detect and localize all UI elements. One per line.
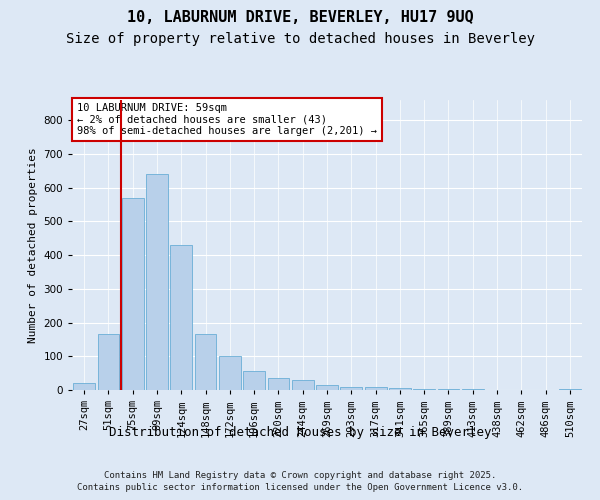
Text: Contains HM Land Registry data © Crown copyright and database right 2025.: Contains HM Land Registry data © Crown c… bbox=[104, 471, 496, 480]
Bar bbox=[219, 356, 241, 390]
Text: Distribution of detached houses by size in Beverley: Distribution of detached houses by size … bbox=[109, 426, 491, 439]
Bar bbox=[340, 386, 362, 390]
Bar bbox=[413, 388, 435, 390]
Bar bbox=[73, 384, 95, 390]
Bar bbox=[243, 372, 265, 390]
Text: 10 LABURNUM DRIVE: 59sqm
← 2% of detached houses are smaller (43)
98% of semi-de: 10 LABURNUM DRIVE: 59sqm ← 2% of detache… bbox=[77, 103, 377, 136]
Bar bbox=[146, 174, 168, 390]
Bar bbox=[437, 389, 460, 390]
Text: Size of property relative to detached houses in Beverley: Size of property relative to detached ho… bbox=[65, 32, 535, 46]
Y-axis label: Number of detached properties: Number of detached properties bbox=[28, 147, 38, 343]
Bar bbox=[122, 198, 143, 390]
Bar bbox=[292, 380, 314, 390]
Bar bbox=[170, 245, 192, 390]
Text: Contains public sector information licensed under the Open Government Licence v3: Contains public sector information licen… bbox=[77, 484, 523, 492]
Bar bbox=[268, 378, 289, 390]
Bar bbox=[194, 334, 217, 390]
Bar bbox=[97, 334, 119, 390]
Text: 10, LABURNUM DRIVE, BEVERLEY, HU17 9UQ: 10, LABURNUM DRIVE, BEVERLEY, HU17 9UQ bbox=[127, 10, 473, 25]
Bar bbox=[389, 388, 411, 390]
Bar bbox=[316, 385, 338, 390]
Bar bbox=[365, 388, 386, 390]
Bar bbox=[559, 389, 581, 390]
